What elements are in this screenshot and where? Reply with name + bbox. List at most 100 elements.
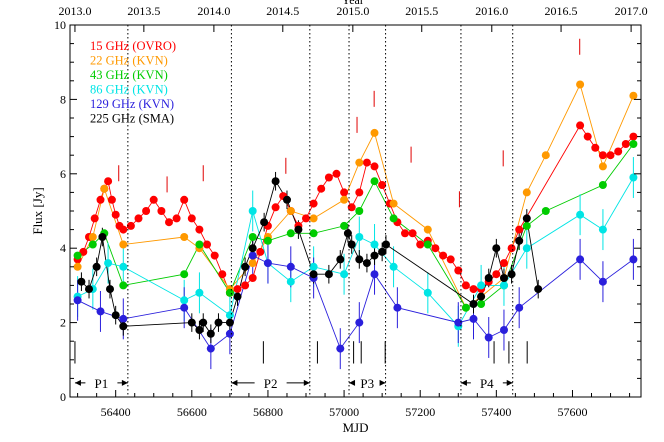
data-point [294,225,303,234]
x-tick-label: 56800 [253,405,283,419]
y-tick-label: 4 [60,241,66,255]
data-point [598,151,607,160]
top-tick-label: 2013.0 [58,4,91,18]
data-point [77,277,86,286]
data-point [271,203,280,212]
data-point [88,240,97,249]
x-tick-label: 57200 [405,405,435,419]
data-point [256,247,265,256]
top-tick-label: 2013.5 [127,4,160,18]
data-point [187,318,196,327]
data-point [260,218,269,227]
data-point [484,333,493,342]
data-point [106,285,114,294]
top-tick-label: 2016.5 [545,4,578,18]
data-point [79,247,88,256]
data-point [423,240,432,249]
period-arrowhead [379,379,386,386]
legend-entry: 86 GHz (KVN) [90,83,168,97]
data-point [225,311,234,320]
data-point [492,244,501,253]
data-point [111,210,120,219]
data-point [606,151,615,160]
data-point [73,251,82,260]
data-point [336,344,345,353]
data-point [389,262,398,271]
data-point [355,188,364,197]
data-point [241,281,250,290]
data-point [119,322,128,331]
data-point [96,195,105,204]
data-point [477,281,486,290]
data-point [454,266,463,275]
data-point [401,229,409,238]
data-point [203,240,211,249]
data-point [454,318,463,327]
legend-entry: 15 GHz (OVRO) [90,39,176,53]
data-point [576,80,585,89]
data-point [195,288,204,297]
x-tick-label: 56600 [177,405,207,419]
data-point [343,229,352,238]
data-point [119,262,128,271]
data-point [241,262,250,271]
data-point [439,251,448,260]
data-point [629,255,638,264]
legend-entry: 129 GHz (KVN) [90,97,174,111]
data-point [629,132,638,141]
data-point [324,270,333,279]
data-point [378,181,387,189]
top-axis-title: Year [342,0,364,7]
data-point [541,151,550,160]
data-point [210,251,219,260]
data-point [96,307,105,316]
data-point [393,303,402,312]
x-tick-label: 57400 [481,405,511,419]
data-point [98,233,107,241]
data-point [340,221,349,230]
data-point [500,274,508,282]
data-point [355,255,364,264]
data-point [522,214,531,223]
x-tick-label: 57000 [329,405,359,419]
series-line [77,254,634,350]
period-arrowhead [506,379,513,386]
data-point [378,247,387,256]
y-tick-label: 2 [60,316,66,330]
x-tick-label: 57600 [557,405,587,419]
data-point [225,329,234,338]
data-point [225,318,234,327]
period-arrowhead [231,379,238,386]
data-point [233,285,242,294]
y-tick-label: 6 [60,167,66,181]
data-point [576,121,585,130]
data-point [286,262,295,271]
data-point [477,292,486,301]
data-point [500,326,508,334]
x-axis-title: MJD [342,420,368,435]
data-point [522,244,531,253]
data-point [283,195,291,204]
data-point [206,344,215,353]
data-point [382,240,390,249]
top-tick-label: 2016.0 [475,4,508,18]
y-axis-title: Flux [Jy] [30,187,45,234]
data-point [180,296,189,305]
data-point [446,255,455,264]
data-point [165,218,173,227]
data-point [629,91,638,100]
period-label: P1 [95,376,109,391]
period-arrowhead [349,379,356,386]
data-point [370,177,379,186]
data-point [206,329,215,338]
data-point [355,158,364,167]
data-point [340,270,349,279]
data-point [469,314,478,323]
data-point [180,233,189,241]
data-point [621,140,630,148]
data-point [157,207,166,215]
top-tick-label: 2015.0 [336,4,369,18]
data-point [370,240,379,249]
data-point [172,214,181,223]
data-point [469,300,478,308]
